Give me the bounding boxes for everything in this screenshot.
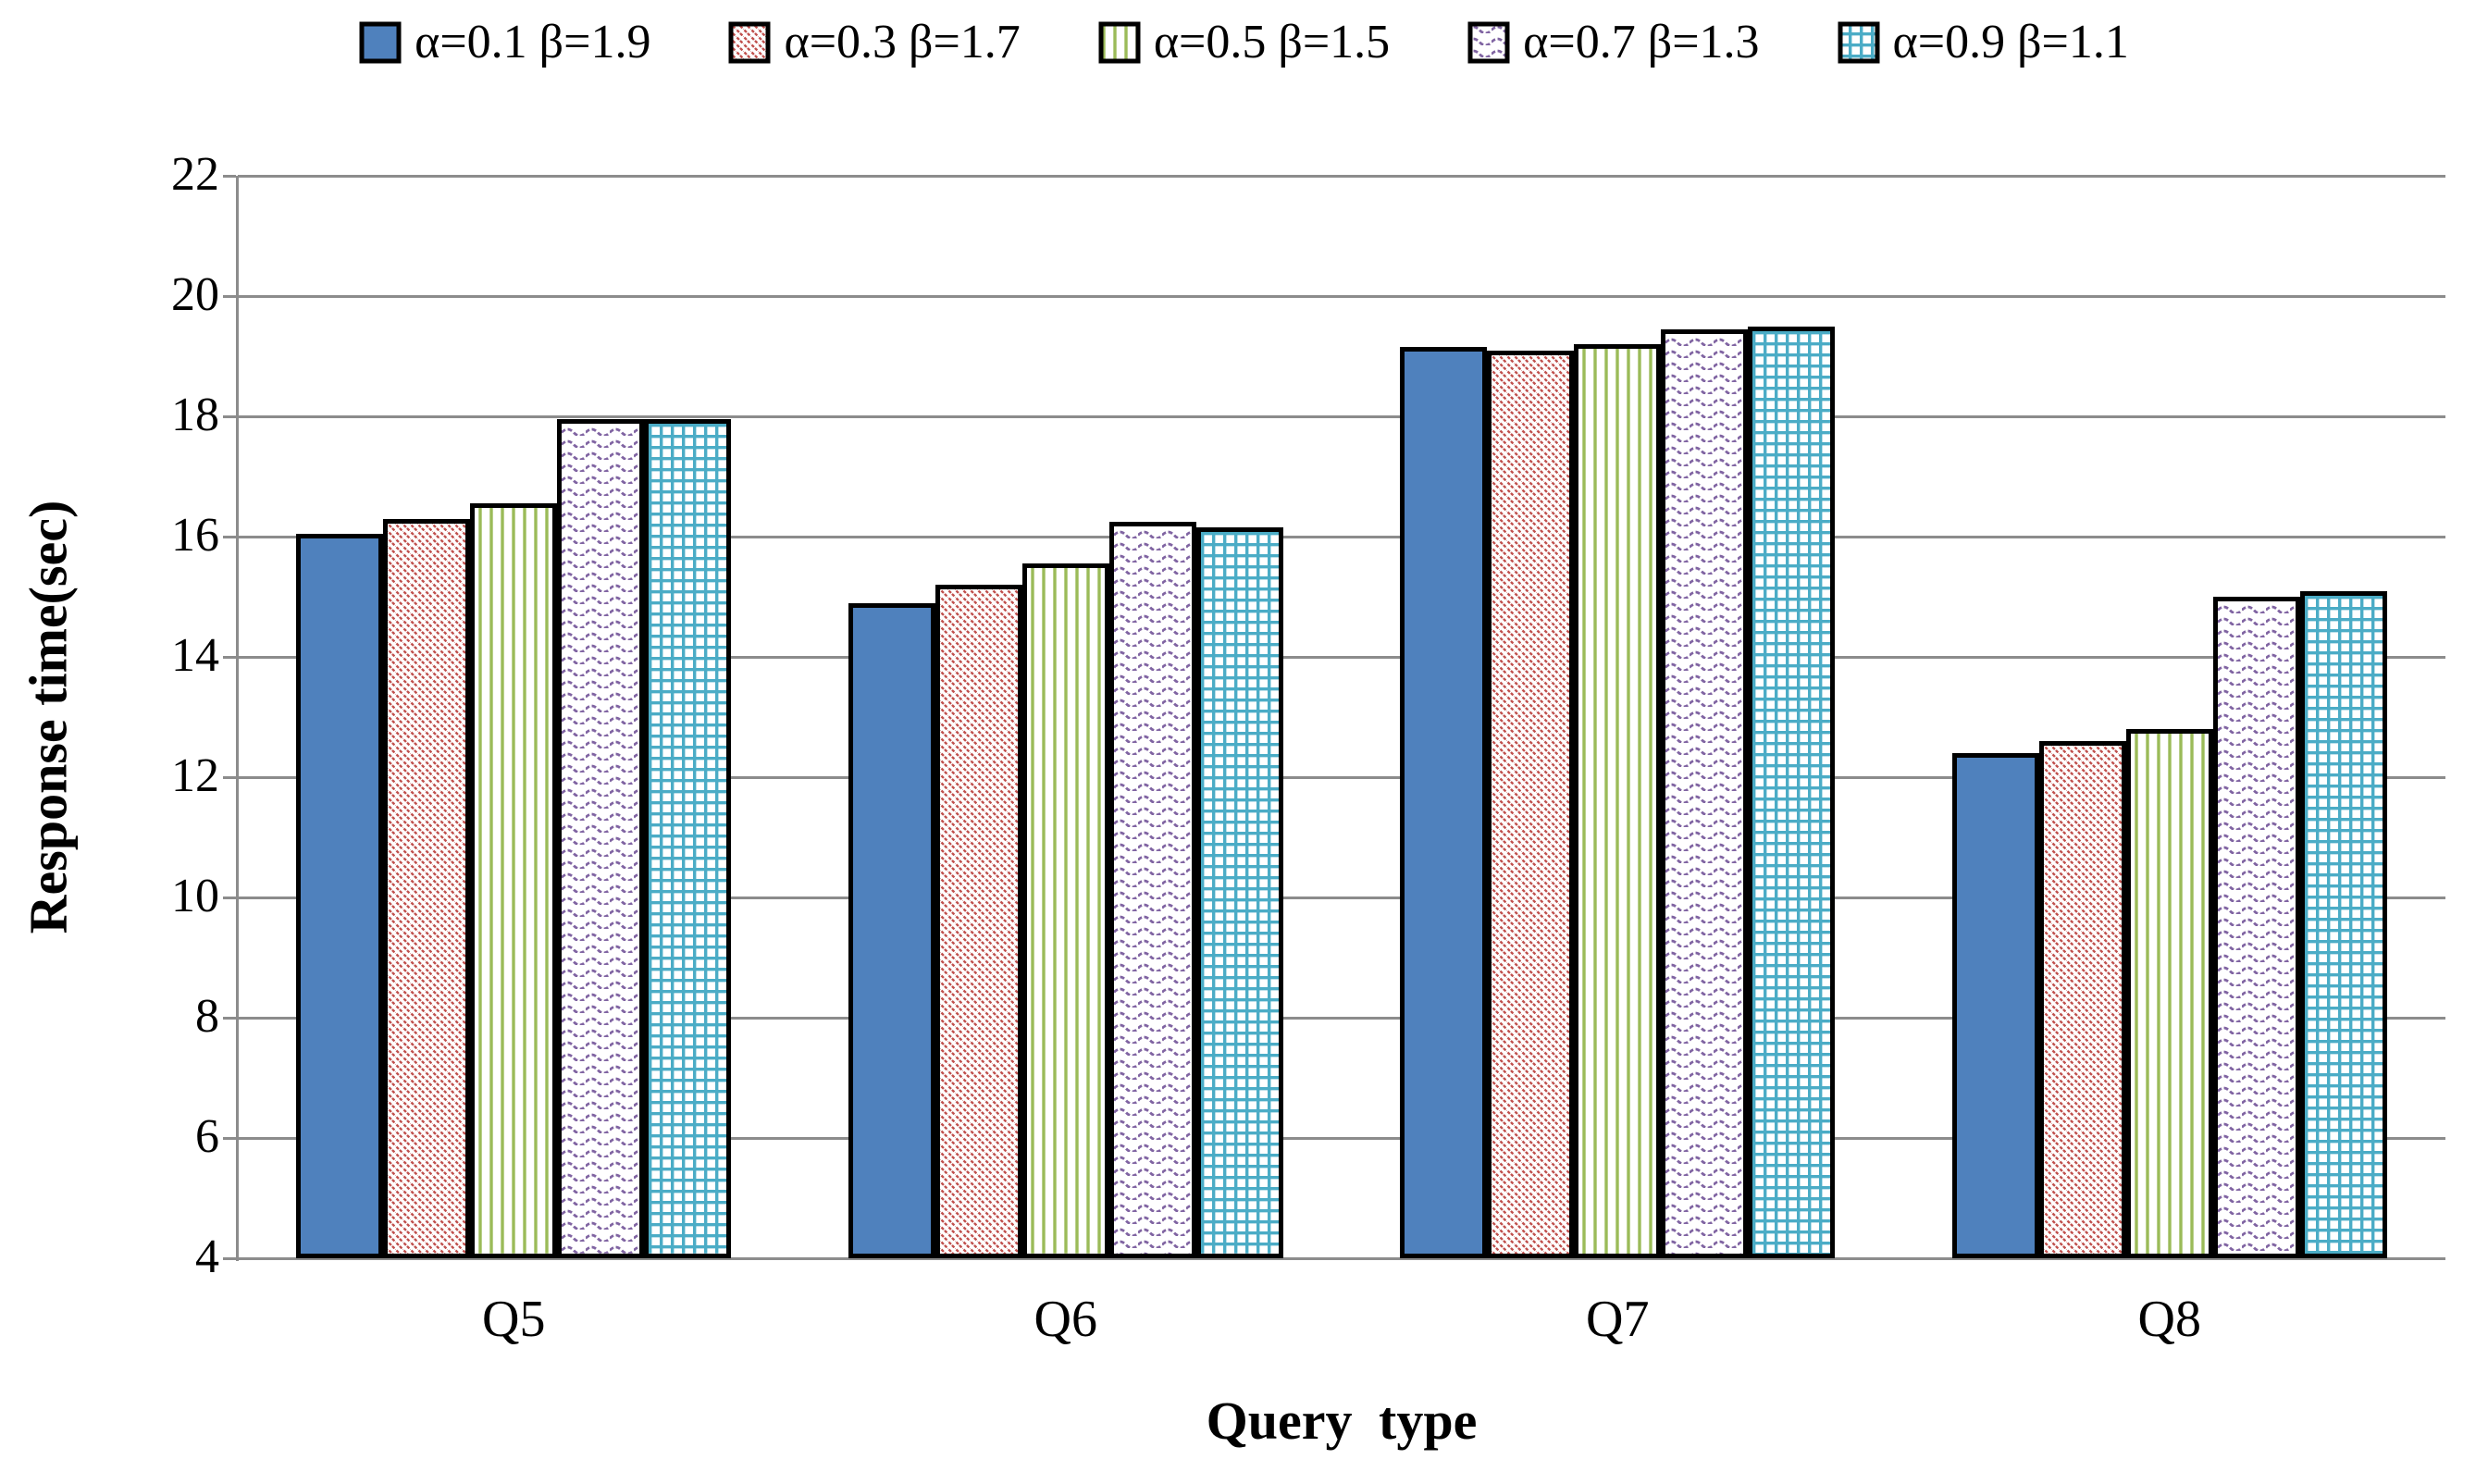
y-tick-label-14: 14 <box>171 629 219 682</box>
plot-area <box>223 174 2445 1261</box>
y-tickmark <box>223 775 236 779</box>
gridline-y-14 <box>238 655 2445 659</box>
gridline-y-16 <box>238 535 2445 538</box>
legend-swatch-square-grid <box>1838 21 1880 63</box>
gridline-y-10 <box>238 896 2445 899</box>
bar-Q6-series-2 <box>935 585 1022 1258</box>
y-tick-label-4: 4 <box>195 1230 219 1283</box>
bar-Q5-series-1 <box>296 533 384 1258</box>
legend-label: α=0.7 β=1.3 <box>1523 16 1760 68</box>
y-tickmark <box>223 535 236 538</box>
x-category-label-Q7: Q7 <box>1586 1291 1650 1348</box>
y-tick-label-8: 8 <box>195 990 219 1043</box>
y-tickmark <box>223 1256 236 1260</box>
legend-swatch-horizontal-waves <box>1467 21 1510 63</box>
bar-Q8-series-1 <box>1951 753 2039 1258</box>
legend-swatch-diagonal-stripes <box>728 21 771 63</box>
legend-item-3: α=0.5 β=1.5 <box>1098 15 1390 69</box>
y-tickmark <box>223 294 236 298</box>
y-tick-label-18: 18 <box>171 389 219 441</box>
bar-Q5-series-3 <box>470 503 558 1258</box>
x-axis-title: Query type <box>1206 1391 1478 1451</box>
bar-Q7-series-2 <box>1487 350 1575 1258</box>
gridline-y-12 <box>238 775 2445 779</box>
gridline-y-20 <box>238 294 2445 298</box>
gridline-y-8 <box>238 1016 2445 1020</box>
legend-label: α=0.9 β=1.1 <box>1892 16 2129 68</box>
y-axis-title: Response time(sec) <box>18 500 79 934</box>
gridline-y-22 <box>238 174 2445 178</box>
legend-item-1: α=0.1 β=1.9 <box>359 15 650 69</box>
legend-label: α=0.5 β=1.5 <box>1153 16 1391 68</box>
bar-Q5-series-5 <box>644 419 732 1258</box>
bar-Q8-series-3 <box>2125 729 2213 1258</box>
bar-Q8-series-5 <box>2299 590 2387 1258</box>
y-tickmark <box>223 1016 236 1020</box>
y-tick-label-10: 10 <box>171 870 219 922</box>
chart-legend: α=0.1 β=1.9 α=0.3 β=1.7 α=0.5 β=1.5 α=0.7 β… <box>0 15 2488 69</box>
bar-Q8-series-4 <box>2212 597 2300 1258</box>
bar-Q7-series-4 <box>1661 328 1749 1258</box>
y-tick-label-22: 22 <box>171 148 219 201</box>
legend-item-4: α=0.7 β=1.3 <box>1467 15 1760 69</box>
bar-Q5-series-2 <box>383 518 471 1258</box>
legend-swatch-vertical-stripes <box>1098 21 1141 63</box>
bar-Q6-series-1 <box>848 602 935 1258</box>
gridline-y-4 <box>238 1256 2445 1260</box>
x-category-label-Q5: Q5 <box>482 1291 546 1348</box>
y-tick-label-12: 12 <box>171 749 219 802</box>
y-tickmark <box>223 414 236 418</box>
bar-Q6-series-3 <box>1021 563 1109 1258</box>
bar-Q7-series-5 <box>1748 326 1836 1258</box>
legend-swatch-solid <box>359 21 402 63</box>
bar-Q6-series-5 <box>1195 527 1283 1258</box>
legend-label: α=0.1 β=1.9 <box>415 16 651 68</box>
y-tickmark <box>223 174 236 178</box>
bar-Q6-series-4 <box>1108 521 1196 1258</box>
y-tick-label-6: 6 <box>195 1110 219 1163</box>
bar-Q8-series-2 <box>2038 741 2126 1258</box>
legend-label: α=0.3 β=1.7 <box>784 16 1021 68</box>
bar-Q7-series-1 <box>1400 347 1488 1258</box>
bar-Q7-series-3 <box>1574 344 1662 1258</box>
bar-Q5-series-4 <box>557 419 645 1258</box>
gridline-y-18 <box>238 414 2445 418</box>
y-tick-label-16: 16 <box>171 509 219 562</box>
legend-item-2: α=0.3 β=1.7 <box>728 15 1021 69</box>
x-category-label-Q8: Q8 <box>2137 1291 2201 1348</box>
legend-item-5: α=0.9 β=1.1 <box>1838 15 2129 69</box>
y-tick-label-20: 20 <box>171 268 219 321</box>
y-axis-line <box>236 176 239 1261</box>
y-tickmark <box>223 896 236 899</box>
y-tickmark <box>223 1136 236 1140</box>
gridline-y-6 <box>238 1136 2445 1140</box>
x-category-label-Q6: Q6 <box>1034 1291 1097 1348</box>
y-tickmark <box>223 655 236 659</box>
